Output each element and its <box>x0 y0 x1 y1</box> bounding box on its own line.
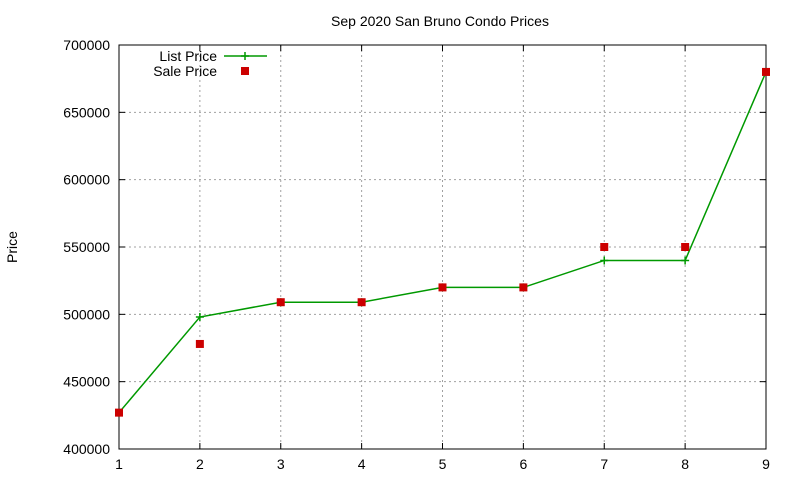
sale-price-point <box>438 283 447 292</box>
sale-price-point <box>519 283 528 292</box>
x-tick-label: 8 <box>681 456 689 472</box>
y-tick-label: 600000 <box>63 172 110 188</box>
list-price-point <box>195 313 204 322</box>
list-price-point <box>600 256 609 265</box>
x-tick-label: 5 <box>439 456 447 472</box>
legend-marker <box>241 52 249 60</box>
y-tick-label: 450000 <box>63 374 110 390</box>
x-tick-label: 7 <box>600 456 608 472</box>
sale-price-point <box>762 67 770 76</box>
x-tick-label: 6 <box>519 456 527 472</box>
y-tick-label: 500000 <box>63 306 110 322</box>
sale-price-point <box>357 298 366 307</box>
legend-label: Sale Price <box>153 63 217 79</box>
y-tick-label: 400000 <box>63 441 110 457</box>
plot-frame <box>118 44 767 450</box>
legend-marker <box>241 67 249 75</box>
x-tick-label: 2 <box>196 456 204 472</box>
x-tick-label: 4 <box>358 456 366 472</box>
y-tick-label: 550000 <box>63 239 110 255</box>
series-sale-price <box>115 67 770 417</box>
x-tick-label: 9 <box>762 456 770 472</box>
legend-label: List Price <box>159 48 217 64</box>
series-layer <box>115 67 770 417</box>
sale-price-point <box>600 243 609 251</box>
list-price-point <box>681 256 690 265</box>
y-axis-label: Price <box>4 231 20 263</box>
tick-labels: 400000 450000 500000 550000 600000 650000 7000… <box>63 37 770 472</box>
y-tick-label: 700000 <box>63 37 110 53</box>
sale-price-point <box>115 408 123 417</box>
y-tick-label: 650000 <box>63 104 110 120</box>
sale-price-point <box>195 339 204 348</box>
sale-price-point <box>681 243 690 251</box>
x-tick-label: 1 <box>115 456 123 472</box>
chart-title: Sep 2020 San Bruno Condo Prices <box>331 13 549 29</box>
x-tick-label: 3 <box>277 456 285 472</box>
sale-price-point <box>276 298 285 307</box>
